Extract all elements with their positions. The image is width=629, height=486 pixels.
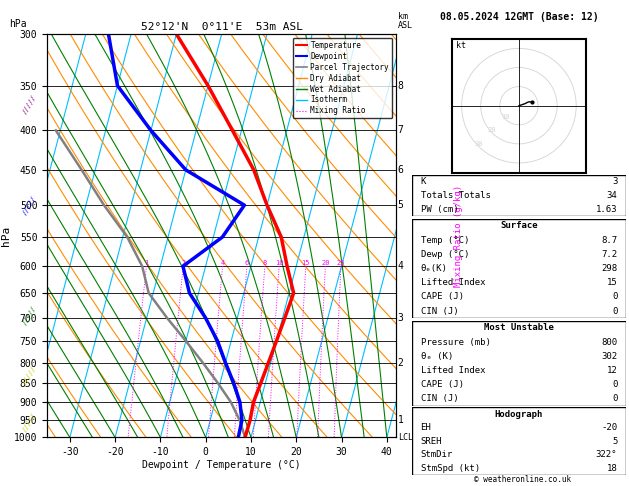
Text: 7: 7: [398, 125, 404, 136]
Text: 2: 2: [181, 260, 186, 266]
Text: 12: 12: [606, 366, 617, 375]
Text: 10: 10: [501, 114, 510, 120]
Text: 4: 4: [220, 260, 225, 266]
Title: 52°12'N  0°11'E  53m ASL: 52°12'N 0°11'E 53m ASL: [140, 22, 303, 32]
Text: 6: 6: [398, 165, 404, 175]
Text: 20: 20: [488, 127, 496, 134]
Text: Hodograph: Hodograph: [495, 410, 543, 418]
Text: 4: 4: [398, 261, 404, 271]
Text: -20: -20: [601, 423, 617, 432]
Text: PW (cm): PW (cm): [421, 205, 458, 214]
Text: /////: /////: [22, 94, 38, 115]
Text: /////: /////: [22, 194, 38, 216]
Text: Lifted Index: Lifted Index: [421, 278, 485, 287]
Text: StmDir: StmDir: [421, 451, 453, 459]
Text: K: K: [421, 177, 426, 186]
X-axis label: Dewpoint / Temperature (°C): Dewpoint / Temperature (°C): [142, 460, 301, 470]
Text: 1: 1: [145, 260, 148, 266]
Text: 15: 15: [301, 260, 310, 266]
Text: /////: /////: [22, 305, 38, 326]
Text: Dewp (°C): Dewp (°C): [421, 250, 469, 259]
Text: 18: 18: [606, 464, 617, 473]
Text: 0: 0: [612, 380, 617, 389]
Text: 800: 800: [601, 337, 617, 347]
Text: CIN (J): CIN (J): [421, 307, 458, 316]
Text: 2: 2: [398, 358, 404, 367]
Text: 0: 0: [612, 307, 617, 316]
Text: 5: 5: [398, 200, 404, 210]
Text: 1: 1: [398, 415, 404, 425]
Y-axis label: hPa: hPa: [1, 226, 11, 246]
Text: Totals Totals: Totals Totals: [421, 191, 491, 200]
Text: Most Unstable: Most Unstable: [484, 323, 554, 332]
Text: /////: /////: [22, 364, 38, 386]
Text: hPa: hPa: [9, 19, 27, 29]
Text: Lifted Index: Lifted Index: [421, 366, 485, 375]
Text: 1.63: 1.63: [596, 205, 617, 214]
Text: 20: 20: [321, 260, 330, 266]
Text: 5: 5: [612, 437, 617, 446]
Text: /////: /////: [22, 411, 38, 433]
Text: 8.7: 8.7: [601, 236, 617, 244]
Text: 08.05.2024 12GMT (Base: 12): 08.05.2024 12GMT (Base: 12): [440, 12, 598, 22]
Text: 3: 3: [398, 313, 404, 323]
Text: 322°: 322°: [596, 451, 617, 459]
Text: km
ASL: km ASL: [398, 12, 413, 30]
Text: 7.2: 7.2: [601, 250, 617, 259]
Text: CIN (J): CIN (J): [421, 394, 458, 403]
Text: © weatheronline.co.uk: © weatheronline.co.uk: [474, 474, 571, 484]
Text: kt: kt: [456, 41, 466, 51]
Text: 298: 298: [601, 264, 617, 273]
Text: EH: EH: [421, 423, 431, 432]
Text: 0: 0: [612, 293, 617, 301]
Text: θₑ (K): θₑ (K): [421, 352, 453, 361]
Text: CAPE (J): CAPE (J): [421, 293, 464, 301]
Text: 3: 3: [612, 177, 617, 186]
Text: 0: 0: [612, 394, 617, 403]
Text: 6: 6: [245, 260, 249, 266]
Text: Mixing Ratio (g/kg): Mixing Ratio (g/kg): [454, 185, 463, 287]
Text: 8: 8: [398, 81, 404, 91]
Text: SREH: SREH: [421, 437, 442, 446]
Text: Pressure (mb): Pressure (mb): [421, 337, 491, 347]
Text: θₑ(K): θₑ(K): [421, 264, 447, 273]
Text: 302: 302: [601, 352, 617, 361]
Text: StmSpd (kt): StmSpd (kt): [421, 464, 480, 473]
Text: CAPE (J): CAPE (J): [421, 380, 464, 389]
Text: 15: 15: [606, 278, 617, 287]
Text: Surface: Surface: [500, 221, 538, 230]
Text: LCL: LCL: [398, 433, 413, 442]
Text: 34: 34: [606, 191, 617, 200]
Text: 10: 10: [275, 260, 283, 266]
Text: Temp (°C): Temp (°C): [421, 236, 469, 244]
Text: 25: 25: [337, 260, 345, 266]
Text: 30: 30: [474, 141, 483, 147]
Text: 8: 8: [263, 260, 267, 266]
Legend: Temperature, Dewpoint, Parcel Trajectory, Dry Adiabat, Wet Adiabat, Isotherm, Mi: Temperature, Dewpoint, Parcel Trajectory…: [293, 38, 392, 119]
